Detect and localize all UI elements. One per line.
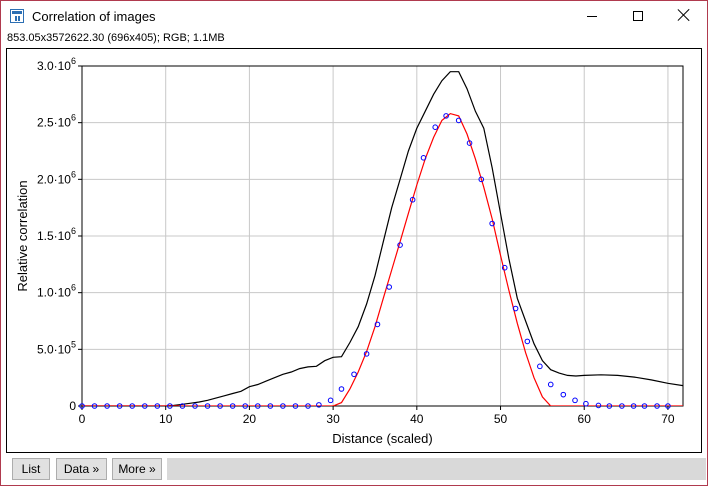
data-point [665,403,671,409]
minimize-icon [587,16,597,17]
data-point [229,403,236,409]
data-point [116,403,123,409]
data-point [327,397,334,404]
y-tick-label: 1.5·106 [37,226,76,243]
plot-canvas[interactable]: 0 10 20 30 40 50 60 70 0 5.0·105 1.0·106 1.5·106 2.0… [6,48,702,453]
close-button[interactable] [661,1,707,31]
y-tick-label: 3.0·106 [37,56,76,73]
data-point [316,402,322,408]
data-point [242,403,249,409]
data-point [374,321,381,328]
image-info: 853.05x3572622.30 (696x405); RGB; 1.1MB [7,32,225,44]
close-icon [677,8,691,22]
y-tick-label: 0 [69,399,76,413]
data-point [630,403,637,409]
data-point [478,176,485,183]
x-tick-label: 20 [243,412,257,426]
imagej-icon [10,9,24,23]
data-point [455,117,462,124]
data-point [217,403,223,409]
data-point [537,363,543,370]
data-point [654,403,660,409]
data-point [572,397,578,404]
y-tick-label: 1.0·106 [37,283,76,300]
y-axis-label: Relative correlation [15,180,30,291]
data-point [512,305,519,312]
data-point [179,403,186,409]
minimize-button[interactable] [569,1,615,31]
x-tick-label: 40 [410,412,424,426]
y-tick-label: 2.5·106 [37,113,76,130]
data-point [524,338,531,345]
y-tick-label: 5.0·105 [37,339,76,356]
data-point [363,351,370,357]
data-point [79,403,85,409]
data-point [560,391,567,398]
data-point [267,403,274,409]
data-point [397,242,403,248]
list-button[interactable]: List [12,458,50,480]
window-title: Correlation of images [32,9,156,24]
x-tick-label: 10 [159,412,173,426]
plot-area-frame [81,65,684,407]
data-point [292,403,299,409]
data-point [141,403,148,409]
data-point [619,403,625,409]
status-area [167,458,706,480]
more-button[interactable]: More » [112,458,162,480]
data-point [595,402,602,409]
data-point [432,124,439,130]
data-point [280,403,286,409]
x-axis-label: Distance (scaled) [332,431,432,446]
x-tick-label: 0 [79,412,86,426]
data-point [192,403,198,409]
x-tick-label: 60 [578,412,592,426]
data-point [351,371,357,378]
data-point [386,284,392,290]
series-line-0 [82,71,683,406]
x-tick-label: 70 [661,412,675,426]
title-bar[interactable]: Correlation of images [1,1,707,31]
data-button[interactable]: Data » [56,458,107,480]
data-point [501,264,508,271]
data-point [338,386,345,392]
data-point [641,403,648,409]
data-point [204,403,211,409]
data-point [583,400,589,407]
data-point [489,220,495,227]
data-point [606,403,613,409]
data-point [254,403,261,409]
data-point [91,403,98,409]
data-point [547,381,554,388]
data-point [466,140,473,146]
x-tick-label: 50 [494,412,508,426]
x-tick-label: 30 [326,412,340,426]
data-point [305,403,311,409]
maximize-icon [633,11,643,21]
data-point [420,155,427,161]
y-tick-label: 2.0·106 [37,169,76,186]
data-point [154,403,161,409]
maximize-button[interactable] [615,1,661,31]
data-point [443,113,449,119]
button-bar: List Data » More » [1,454,707,485]
data-point [409,196,416,203]
correlation-plot: 0 10 20 30 40 50 60 70 0 5.0·105 1.0·106 1.5·106 2.0… [15,56,684,446]
data-point [129,403,136,409]
data-point [104,403,110,409]
series-line-1 [82,112,683,406]
data-point [167,403,173,409]
